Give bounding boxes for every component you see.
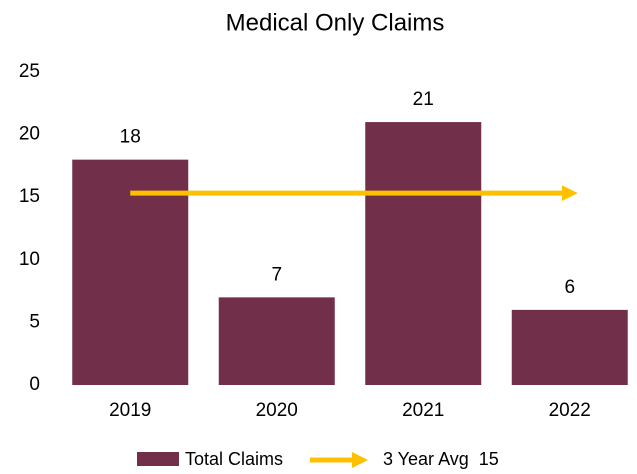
- y-tick-label: 20: [19, 124, 40, 145]
- legend-label: 3 Year Avg 15: [383, 449, 499, 469]
- y-tick-label: 15: [19, 186, 40, 207]
- x-tick-label: 2022: [549, 400, 591, 421]
- chart-title: Medical Only Claims: [226, 9, 445, 36]
- value-label: 6: [564, 277, 575, 298]
- value-label: 7: [271, 264, 282, 285]
- bar: [218, 297, 335, 385]
- x-tick-label: 2020: [256, 400, 298, 421]
- legend-swatch: [137, 452, 179, 466]
- y-tick-label: 10: [19, 249, 40, 270]
- y-tick-label: 0: [29, 374, 40, 395]
- x-tick-label: 2021: [402, 400, 444, 421]
- x-tick-label: 2019: [109, 400, 151, 421]
- bar: [72, 159, 189, 385]
- value-label: 18: [120, 127, 141, 148]
- bar: [365, 122, 482, 385]
- y-tick-label: 5: [29, 311, 40, 332]
- legend-label: Total Claims: [185, 449, 283, 469]
- y-tick-label: 25: [19, 61, 40, 82]
- bar: [511, 309, 628, 385]
- value-label: 21: [413, 89, 434, 110]
